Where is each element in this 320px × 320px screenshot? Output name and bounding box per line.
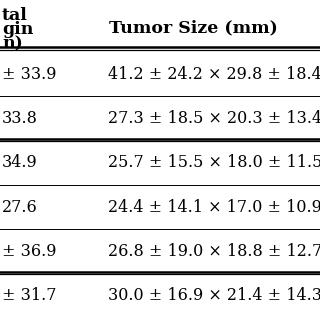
- Text: tal: tal: [2, 7, 28, 24]
- Text: 24.4 ± 14.1 × 17.0 ± 10.9: 24.4 ± 14.1 × 17.0 ± 10.9: [108, 199, 320, 216]
- Text: ± 31.7: ± 31.7: [2, 287, 57, 304]
- Text: ± 36.9: ± 36.9: [2, 243, 57, 260]
- Text: ± 33.9: ± 33.9: [2, 66, 57, 83]
- Text: 41.2 ± 24.2 × 29.8 ± 18.4: 41.2 ± 24.2 × 29.8 ± 18.4: [108, 66, 320, 83]
- Text: 34.9: 34.9: [2, 154, 38, 171]
- Text: 25.7 ± 15.5 × 18.0 ± 11.5: 25.7 ± 15.5 × 18.0 ± 11.5: [108, 154, 320, 171]
- Text: Tumor Size (mm): Tumor Size (mm): [108, 19, 277, 36]
- Text: 27.6: 27.6: [2, 199, 38, 216]
- Text: 30.0 ± 16.9 × 21.4 ± 14.3: 30.0 ± 16.9 × 21.4 ± 14.3: [108, 287, 320, 304]
- Text: 27.3 ± 18.5 × 20.3 ± 13.4: 27.3 ± 18.5 × 20.3 ± 13.4: [108, 110, 320, 127]
- Text: gin: gin: [2, 21, 33, 38]
- Text: 33.8: 33.8: [2, 110, 38, 127]
- Text: n): n): [2, 35, 23, 52]
- Text: 26.8 ± 19.0 × 18.8 ± 12.7: 26.8 ± 19.0 × 18.8 ± 12.7: [108, 243, 320, 260]
